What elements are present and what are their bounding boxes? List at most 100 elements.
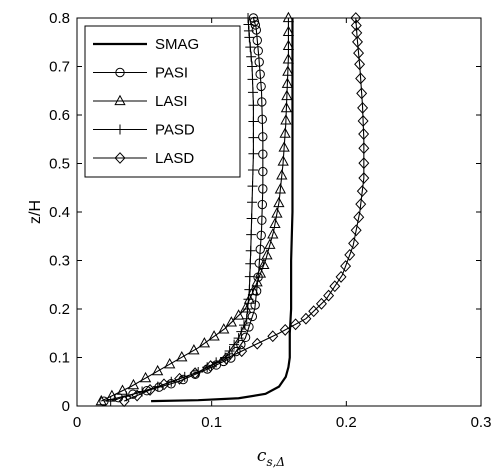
diamond-marker: [290, 318, 302, 331]
diamond-marker: [354, 58, 366, 71]
triangle-marker: [282, 25, 295, 37]
triangle-marker: [280, 114, 292, 125]
circle-marker: [251, 286, 262, 296]
x-tick-label: 0.1: [201, 414, 222, 431]
diamond-marker: [355, 72, 367, 85]
diamond-marker: [118, 395, 130, 408]
circle-marker: [257, 215, 267, 225]
triangle-marker: [282, 11, 295, 23]
y-tick-label: 0.8: [49, 10, 70, 27]
circle-marker: [253, 46, 263, 56]
circle-marker: [250, 300, 260, 310]
triangle-marker: [198, 337, 211, 348]
diamond-marker: [353, 47, 365, 60]
plus-marker: [246, 51, 257, 62]
diamond-marker: [344, 248, 356, 261]
triangle-marker: [258, 258, 270, 269]
x-axis-label-main: c: [257, 446, 267, 466]
diamond-marker: [357, 101, 369, 114]
legend: SMAG PASI LASI PASD LASD: [84, 25, 241, 178]
triangle-marker: [276, 169, 288, 180]
plus-marker: [244, 284, 255, 295]
legend-item-lasd: LASD: [93, 150, 194, 167]
x-axis-label-subscript: s,Δ: [266, 455, 285, 469]
triangle-marker: [114, 94, 126, 106]
plus-marker: [243, 13, 254, 23]
diamond-marker: [350, 19, 362, 32]
triangle-marker: [282, 53, 294, 64]
diamond-marker: [220, 352, 232, 365]
circle-marker: [258, 132, 268, 142]
diamond-marker: [358, 128, 370, 140]
legend-item-pasd: PASD: [93, 122, 195, 139]
plus-marker: [115, 124, 125, 135]
circle-marker: [258, 149, 268, 159]
diamond-marker: [158, 378, 170, 391]
plus-marker: [245, 42, 256, 53]
triangle-marker: [247, 284, 259, 296]
triangle-marker: [116, 384, 129, 395]
series-line: [123, 17, 365, 402]
plus-marker: [247, 181, 258, 192]
triangle-marker: [282, 39, 295, 50]
y-tick-label: 0.7: [49, 59, 70, 76]
circle-marker: [252, 35, 262, 46]
triangle-marker: [264, 238, 276, 249]
triangle-marker: [106, 389, 118, 401]
circle-marker: [258, 166, 268, 177]
y-axis-label: z/H: [27, 200, 44, 224]
legend-item-lasi: LASI: [93, 93, 188, 110]
y-tick-label: 0.5: [49, 156, 70, 173]
y-tick-label: 0.6: [49, 107, 70, 124]
plus-marker: [242, 304, 253, 314]
diamond-marker: [351, 26, 363, 39]
triangle-marker: [273, 196, 285, 208]
triangle-marker: [208, 330, 220, 341]
diamond-marker: [348, 237, 360, 250]
legend-label: LASD: [155, 150, 194, 167]
diamond-marker: [356, 87, 368, 100]
diamond-marker: [358, 142, 370, 155]
series-lasd: [118, 12, 370, 408]
plus-marker: [236, 326, 247, 337]
triangle-marker: [271, 207, 283, 218]
plus-marker: [246, 229, 257, 240]
circle-marker: [255, 244, 265, 255]
triangle-marker: [281, 89, 293, 101]
triangle-marker: [95, 394, 107, 406]
triangle-marker: [151, 364, 164, 376]
plus-marker: [247, 61, 258, 72]
diamond-marker: [355, 198, 367, 211]
circle-marker: [254, 57, 264, 67]
diamond-marker: [189, 367, 201, 380]
triangle-marker: [188, 344, 200, 355]
circle-marker: [249, 16, 260, 27]
plus-marker: [238, 320, 249, 331]
y-tick-label: 0: [62, 398, 70, 415]
circle-marker: [257, 97, 267, 107]
diamond-marker: [114, 152, 126, 164]
diamond-marker: [144, 384, 156, 396]
y-tick-label: 0.2: [49, 301, 70, 318]
circle-marker: [240, 332, 251, 343]
plus-marker: [243, 294, 254, 305]
plus-marker: [246, 213, 257, 224]
circle-marker: [258, 184, 268, 194]
triangle-marker: [267, 228, 279, 239]
plus-marker: [105, 396, 116, 407]
triangle-marker: [280, 101, 293, 113]
diamond-marker: [300, 312, 312, 325]
circle-marker: [255, 69, 265, 79]
plus-marker: [224, 346, 235, 357]
plus-marker: [229, 339, 240, 350]
series-line: [151, 18, 294, 403]
triangle-marker: [274, 183, 286, 194]
x-tick-label: 0: [73, 414, 81, 431]
circle-marker: [257, 114, 267, 125]
triangle-marker: [279, 127, 291, 138]
triangle-marker: [282, 65, 294, 76]
axis-ticks: 0 0.1 0.2 0.3 0 0.1 0.2 0.3 0.4 0.5 0.6 0.7 0.8: [49, 10, 491, 431]
diamond-marker: [356, 185, 368, 198]
triangle-marker: [232, 309, 245, 320]
